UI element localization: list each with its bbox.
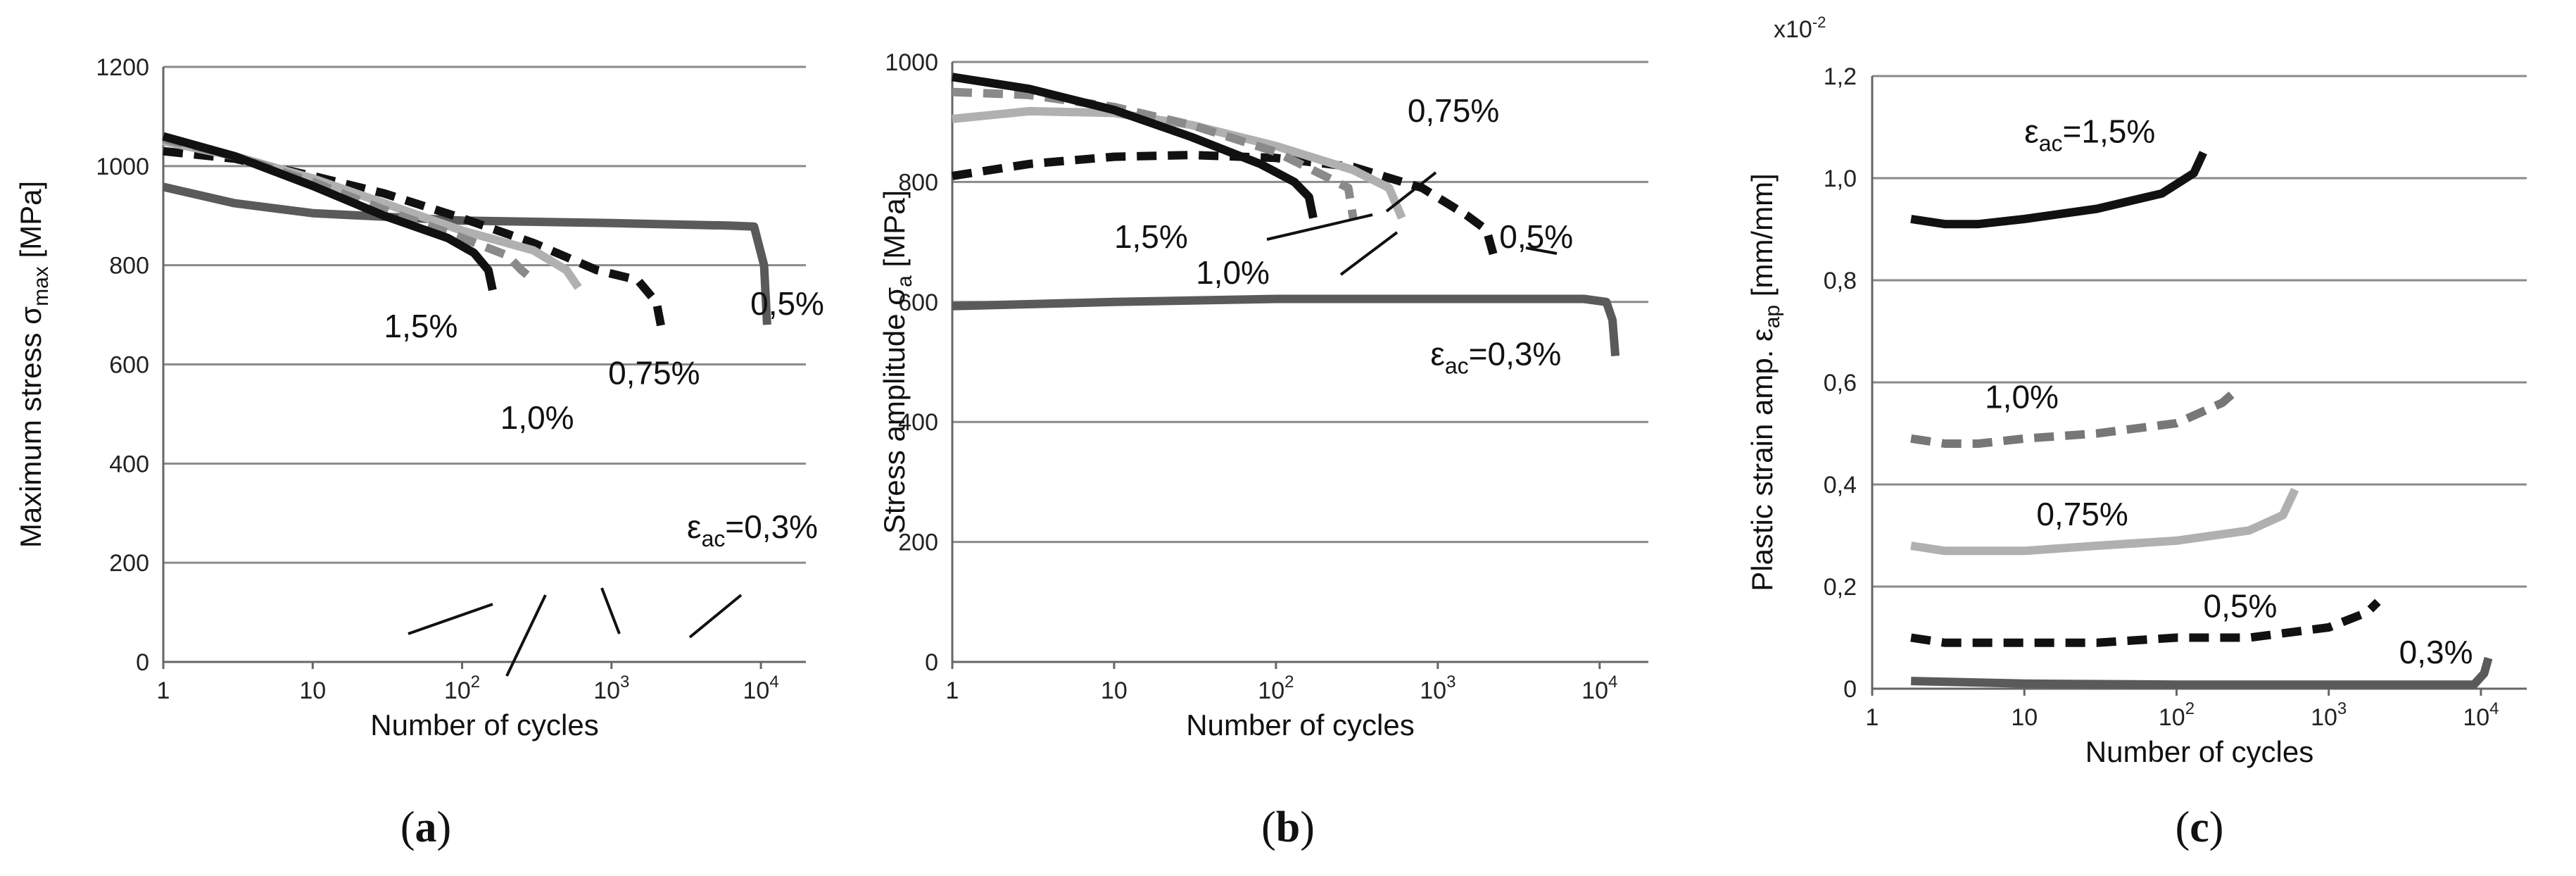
series-label: 1,5%	[1114, 218, 1188, 255]
series-line	[952, 294, 1620, 356]
chart-b: 0 200 400 600 800 1000 1 10 102 103 104 Number of c…	[878, 49, 1648, 851]
x-tick-label: 102	[2159, 699, 2195, 731]
x-axis-label: Number of cycles	[370, 708, 598, 742]
series-label: 1,0%	[1196, 254, 1270, 291]
scale-note: x10-2	[1774, 13, 1826, 43]
x-tick-label: 103	[2311, 699, 2347, 731]
y-tick-label: 0,6	[1824, 370, 1857, 396]
y-tick-label: 600	[898, 289, 938, 316]
series-label: εac=1,5%	[2024, 113, 2155, 156]
series-label: εac=0,3%	[1430, 335, 1561, 378]
x-tick-label: 102	[444, 672, 480, 704]
y-tick-label: 200	[109, 550, 149, 577]
x-tick-label: 103	[1420, 672, 1456, 704]
y-tick-label: 0,8	[1824, 268, 1857, 294]
series-label: 0,75%	[2036, 496, 2128, 532]
x-tick-label: 1	[157, 677, 170, 704]
y-tick-label: 1,2	[1824, 63, 1857, 90]
x-axis-label: Number of cycles	[1186, 708, 1414, 742]
x-tick-label: 10	[299, 677, 326, 704]
x-tick-label: 1	[946, 677, 959, 704]
y-tick-label: 0	[136, 649, 149, 676]
x-tick-label: 103	[593, 672, 629, 704]
panel-label: (a)	[400, 803, 451, 851]
y-tick-label: 0	[925, 649, 938, 676]
y-tick-label: 400	[898, 409, 938, 436]
series-line	[1911, 656, 2493, 689]
leader-line	[600, 587, 621, 634]
x-tick-label: 10	[2011, 704, 2038, 731]
series-line	[1910, 151, 2207, 229]
y-tick-label: 200	[898, 530, 938, 556]
chart-a: 0 200 400 600 800 1000 1200 1 10 102 103 104 Number …	[14, 54, 824, 851]
y-tick-label: 1000	[96, 154, 149, 180]
series-label: 0,75%	[1408, 92, 1499, 129]
y-tick-label: 600	[109, 352, 149, 379]
series-label: 1,0%	[500, 399, 574, 436]
panel-label: (c)	[2176, 803, 2224, 851]
x-tick-label: 104	[2463, 699, 2499, 731]
leader-line	[688, 594, 743, 639]
x-axis-label: Number of cycles	[2085, 735, 2313, 768]
series-line	[162, 132, 497, 292]
series-line	[1910, 599, 2381, 647]
series-label: 0,75%	[608, 355, 700, 392]
y-tick-label: 0	[1843, 676, 1857, 703]
x-tick-label: 104	[1581, 672, 1617, 704]
y-tick-label: 0,2	[1824, 574, 1857, 601]
leader-line	[505, 594, 547, 677]
series-line	[162, 182, 771, 325]
x-tick-label: 1	[1866, 704, 1879, 731]
y-tick-label: 400	[109, 451, 149, 477]
y-tick-label: 1000	[885, 49, 938, 76]
x-tick-label: 10	[1101, 677, 1128, 704]
series-line	[952, 151, 1498, 256]
series-label: 1,0%	[1985, 378, 2059, 415]
series-line	[162, 134, 536, 284]
leader-line	[408, 603, 493, 635]
leader-line	[1266, 213, 1373, 241]
series-label: εac=0,3%	[687, 508, 818, 551]
panel-label: (b)	[1261, 803, 1315, 851]
leader-line	[1339, 231, 1399, 276]
x-tick-label: 102	[1258, 672, 1294, 704]
series-line	[952, 73, 1318, 219]
y-tick-label: 800	[898, 169, 938, 196]
series-label: 0,5%	[750, 285, 824, 322]
y-tick-label: 800	[109, 253, 149, 280]
y-axis-label: Plastic strain amp. εap [mm/mm]	[1745, 173, 1784, 592]
y-tick-label: 1,0	[1824, 165, 1857, 192]
leader-line	[1385, 171, 1437, 213]
series-line	[1910, 487, 2299, 556]
chart-c: 0 0,2 0,4 0,6 0,8 1,0 1,2 1 10 102 103 104 Number of…	[1745, 13, 2527, 851]
series-label: 0,5%	[2204, 588, 2278, 625]
leader-line	[1525, 246, 1558, 255]
y-tick-label: 1200	[96, 54, 149, 81]
x-tick-label: 104	[743, 672, 779, 704]
series-label: 1,5%	[384, 308, 458, 344]
series-label: 0,3%	[2399, 634, 2473, 670]
series-line	[952, 87, 1358, 219]
y-axis-label: Maximum stress σmax [MPa]	[14, 181, 53, 548]
y-axis-label: Stress amplitude σa [MPa]	[878, 190, 916, 534]
y-tick-label: 0,4	[1824, 472, 1857, 499]
series-line	[1910, 384, 2243, 448]
